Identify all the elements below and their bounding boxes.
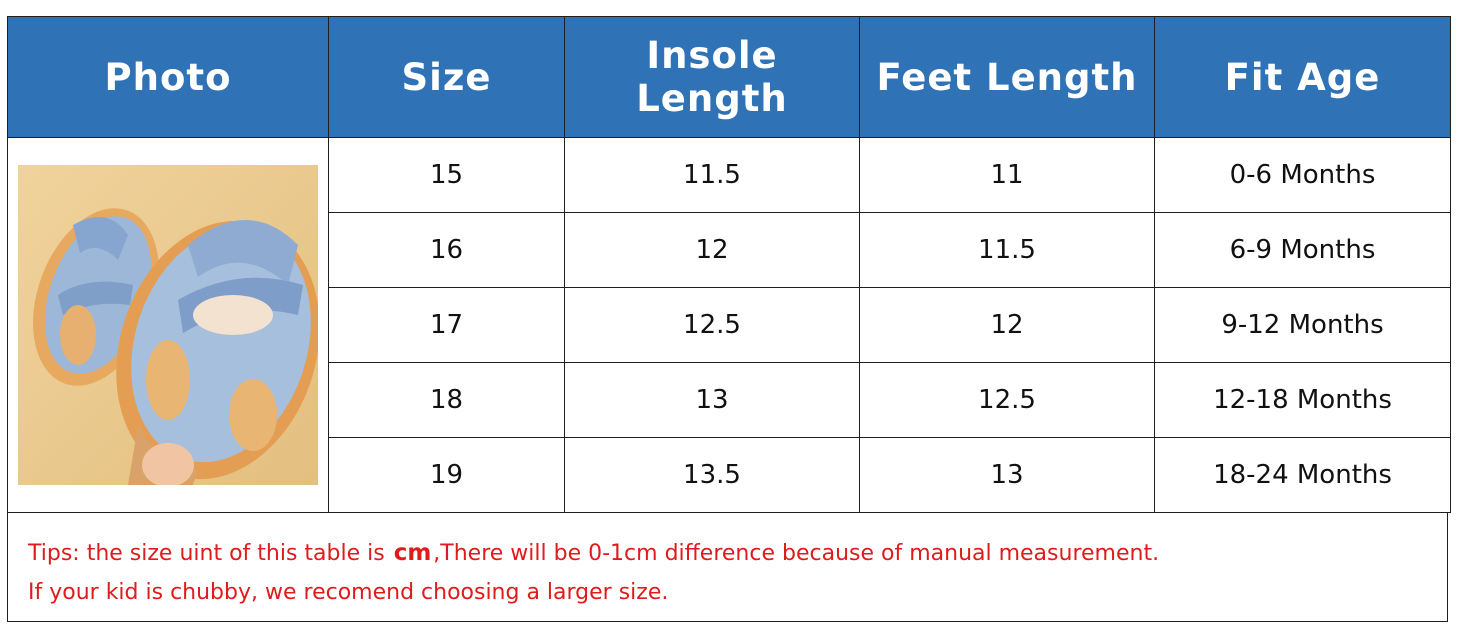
photo-cell xyxy=(7,137,329,513)
size-cell: 16 xyxy=(328,212,565,288)
tip-line-1: Tips: the size uint of this table is cm,… xyxy=(28,534,1447,573)
tip-text-before-unit: Tips: the size uint of this table is xyxy=(28,541,392,566)
header-feet-length: Feet Length xyxy=(859,16,1155,138)
size-cell: 19 xyxy=(328,437,565,513)
age-cell: 9-12 Months xyxy=(1154,287,1451,363)
table-row: 17 12.5 12 9-12 Months xyxy=(8,287,1451,363)
insole-cell: 11.5 xyxy=(564,137,860,213)
product-photo xyxy=(18,165,318,485)
tip-unit: cm xyxy=(393,540,432,566)
age-cell: 18-24 Months xyxy=(1154,437,1451,513)
table-row: 16 12 11.5 6-9 Months xyxy=(8,212,1451,288)
size-cell: 18 xyxy=(328,362,565,438)
feet-cell: 13 xyxy=(859,437,1155,513)
feet-cell: 12 xyxy=(859,287,1155,363)
age-cell: 0-6 Months xyxy=(1154,137,1451,213)
insole-cell: 12 xyxy=(564,212,860,288)
tips-box: Tips: the size uint of this table is cm,… xyxy=(7,512,1448,622)
tip-text-after-unit: ,There will be 0-1cm difference because … xyxy=(433,541,1160,566)
tip-line-2: If your kid is chubby, we recomend choos… xyxy=(28,580,669,605)
feet-cell: 11.5 xyxy=(859,212,1155,288)
size-cell: 15 xyxy=(328,137,565,213)
header-row: Photo Size Insole Length Feet Length Fit… xyxy=(7,16,1451,138)
size-cell: 17 xyxy=(328,287,565,363)
age-cell: 12-18 Months xyxy=(1154,362,1451,438)
age-cell: 6-9 Months xyxy=(1154,212,1451,288)
header-insole-length: Insole Length xyxy=(564,16,860,138)
insole-cell: 12.5 xyxy=(564,287,860,363)
size-chart: Photo Size Insole Length Feet Length Fit… xyxy=(7,16,1451,513)
header-size: Size xyxy=(328,16,565,138)
feet-cell: 12.5 xyxy=(859,362,1155,438)
sandal-image xyxy=(18,165,318,485)
size-table: Photo Size Insole Length Feet Length Fit… xyxy=(7,16,1451,513)
table-row: 15 11.5 11 0-6 Months xyxy=(7,137,1451,513)
table-row: 18 13 12.5 12-18 Months xyxy=(8,362,1451,438)
insole-cell: 13.5 xyxy=(564,437,860,513)
header-fit-age: Fit Age xyxy=(1154,16,1451,138)
feet-cell: 11 xyxy=(859,137,1155,213)
header-photo: Photo xyxy=(7,16,329,138)
insole-cell: 13 xyxy=(564,362,860,438)
table-row: 19 13.5 13 18-24 Months xyxy=(8,437,1451,513)
